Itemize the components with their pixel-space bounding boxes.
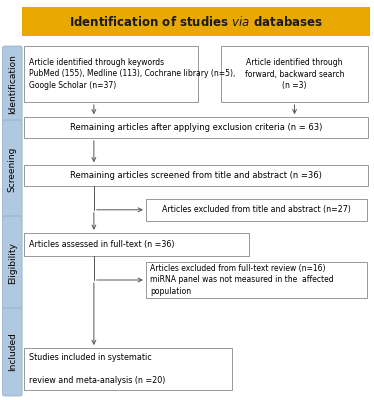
Text: Included: Included <box>8 332 17 372</box>
Text: Article identified through keywords
PubMed (155), Medline (113), Cochrane librar: Article identified through keywords PubM… <box>29 58 235 90</box>
FancyBboxPatch shape <box>3 216 22 310</box>
Text: Studies included in systematic

review and meta-analysis (n =20): Studies included in systematic review an… <box>29 354 165 385</box>
Text: Articles excluded from title and abstract (n=27): Articles excluded from title and abstrac… <box>162 205 350 214</box>
FancyBboxPatch shape <box>24 165 368 186</box>
Text: Remaining articles after applying exclusion criteria (n = 63): Remaining articles after applying exclus… <box>70 123 322 132</box>
Text: Articles assessed in full-text (n =36): Articles assessed in full-text (n =36) <box>29 240 174 249</box>
FancyBboxPatch shape <box>24 348 232 390</box>
FancyBboxPatch shape <box>22 7 370 36</box>
FancyBboxPatch shape <box>24 46 198 102</box>
FancyBboxPatch shape <box>3 120 22 218</box>
Text: Identification of studies $\it{via}$ databases: Identification of studies $\it{via}$ dat… <box>69 14 323 28</box>
FancyBboxPatch shape <box>146 262 367 298</box>
FancyBboxPatch shape <box>3 308 22 396</box>
FancyBboxPatch shape <box>24 233 249 256</box>
FancyBboxPatch shape <box>221 46 368 102</box>
Text: Identification: Identification <box>8 54 17 114</box>
Text: Screening: Screening <box>8 146 17 192</box>
Text: Articles excluded from full-text review (n=16)
miRNA panel was not measured in t: Articles excluded from full-text review … <box>150 264 334 296</box>
Text: Remaining articles screened from title and abstract (n =36): Remaining articles screened from title a… <box>70 171 322 180</box>
FancyBboxPatch shape <box>3 46 22 122</box>
FancyBboxPatch shape <box>24 117 368 138</box>
FancyBboxPatch shape <box>146 199 367 221</box>
Text: Article identified through
forward, backward search
(n =3): Article identified through forward, back… <box>245 58 344 90</box>
Text: Eligibility: Eligibility <box>8 242 17 284</box>
